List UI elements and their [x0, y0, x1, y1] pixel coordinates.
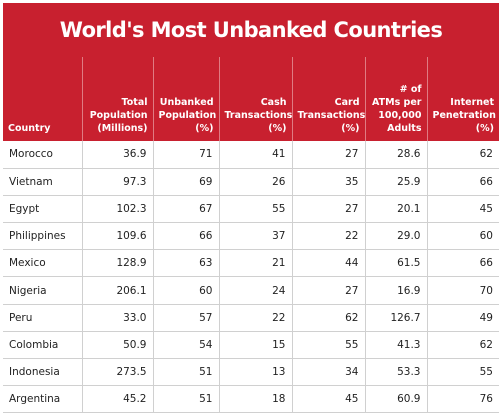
card-cell: 35	[292, 168, 366, 196]
card-cell: 27	[292, 141, 366, 169]
table-row: Argentina 45.2 51 18 45 60.9 76	[3, 385, 499, 414]
data-table: Country Total Population (Millions) Unba…	[3, 57, 499, 414]
country-cell: Vietnam	[3, 168, 83, 196]
atms-cell: 53.3	[365, 358, 428, 387]
unbanked-cell: 60	[153, 276, 220, 305]
internet-cell: 60	[427, 222, 499, 251]
total-population-cell: 97.3	[82, 168, 154, 196]
total-population-cell: 36.9	[82, 141, 154, 169]
cash-cell: 24	[219, 276, 293, 305]
cash-cell: 55	[219, 195, 293, 224]
cash-cell: 26	[219, 168, 293, 196]
table-row: Egypt 102.3 67 55 27 20.1 45	[3, 195, 499, 224]
col-header-country: Country	[3, 57, 83, 141]
country-cell: Peru	[3, 304, 83, 332]
col-header-unbanked-population: Unbanked Population (%)	[153, 57, 220, 141]
cash-cell: 21	[219, 249, 293, 278]
card-cell: 62	[292, 304, 366, 332]
cash-cell: 13	[219, 358, 293, 387]
cash-cell: 15	[219, 331, 293, 360]
internet-cell: 66	[427, 168, 499, 196]
col-header-card-transactions: Card Transactions (%)	[292, 57, 366, 141]
internet-cell: 76	[427, 385, 499, 414]
col-header-total-population: Total Population (Millions)	[82, 57, 154, 141]
card-cell: 45	[292, 385, 366, 414]
card-cell: 27	[292, 276, 366, 305]
unbanked-cell: 71	[153, 141, 220, 169]
table-row: Vietnam 97.3 69 26 35 25.9 66	[3, 168, 499, 196]
atms-cell: 61.5	[365, 249, 428, 278]
internet-cell: 70	[427, 276, 499, 305]
atms-cell: 20.1	[365, 195, 428, 224]
country-cell: Egypt	[3, 195, 83, 224]
internet-cell: 55	[427, 358, 499, 387]
table-row: Mexico 128.9 63 21 44 61.5 66	[3, 249, 499, 278]
unbanked-cell: 54	[153, 331, 220, 360]
col-header-cash-transactions: Cash Transactions (%)	[219, 57, 293, 141]
country-cell: Indonesia	[3, 358, 83, 387]
internet-cell: 49	[427, 304, 499, 332]
country-cell: Argentina	[3, 385, 83, 414]
cash-cell: 41	[219, 141, 293, 169]
table-body: Morocco 36.9 71 41 27 28.6 62 Vietnam 97.3 69 26 35…	[3, 141, 499, 414]
header-row: Country Total Population (Millions) Unba…	[3, 57, 499, 141]
total-population-cell: 50.9	[82, 331, 154, 360]
atms-cell: 60.9	[365, 385, 428, 414]
cash-cell: 37	[219, 222, 293, 251]
total-population-cell: 128.9	[82, 249, 154, 278]
col-header-atms: # of ATMs per 100,000 Adults	[365, 57, 428, 141]
country-cell: Nigeria	[3, 276, 83, 305]
country-cell: Colombia	[3, 331, 83, 360]
card-cell: 27	[292, 195, 366, 224]
table-row: Colombia 50.9 54 15 55 41.3 62	[3, 331, 499, 360]
total-population-cell: 206.1	[82, 276, 154, 305]
atms-cell: 25.9	[365, 168, 428, 196]
title-bar: World's Most Unbanked Countries	[3, 3, 499, 57]
col-header-internet-penetration: Internet Penetration (%)	[427, 57, 499, 141]
atms-cell: 41.3	[365, 331, 428, 360]
total-population-cell: 273.5	[82, 358, 154, 387]
country-cell: Mexico	[3, 249, 83, 278]
total-population-cell: 45.2	[82, 385, 154, 414]
table-row: Philippines 109.6 66 37 22 29.0 60	[3, 222, 499, 251]
internet-cell: 66	[427, 249, 499, 278]
total-population-cell: 109.6	[82, 222, 154, 251]
unbanked-cell: 69	[153, 168, 220, 196]
internet-cell: 62	[427, 141, 499, 169]
internet-cell: 62	[427, 331, 499, 360]
card-cell: 22	[292, 222, 366, 251]
chart-title: World's Most Unbanked Countries	[59, 18, 443, 42]
internet-cell: 45	[427, 195, 499, 224]
atms-cell: 28.6	[365, 141, 428, 169]
unbanked-cell: 63	[153, 249, 220, 278]
table-row: Morocco 36.9 71 41 27 28.6 62	[3, 141, 499, 169]
unbanked-cell: 66	[153, 222, 220, 251]
unbanked-cell: 67	[153, 195, 220, 224]
card-cell: 34	[292, 358, 366, 387]
unbanked-cell: 57	[153, 304, 220, 332]
atms-cell: 29.0	[365, 222, 428, 251]
total-population-cell: 33.0	[82, 304, 154, 332]
atms-cell: 126.7	[365, 304, 428, 332]
country-cell: Morocco	[3, 141, 83, 169]
unbanked-cell: 51	[153, 385, 220, 414]
cash-cell: 18	[219, 385, 293, 414]
total-population-cell: 102.3	[82, 195, 154, 224]
cash-cell: 22	[219, 304, 293, 332]
card-cell: 55	[292, 331, 366, 360]
country-cell: Philippines	[3, 222, 83, 251]
unbanked-cell: 51	[153, 358, 220, 387]
table-row: Peru 33.0 57 22 62 126.7 49	[3, 304, 499, 332]
card-cell: 44	[292, 249, 366, 278]
table-row: Nigeria 206.1 60 24 27 16.9 70	[3, 276, 499, 305]
atms-cell: 16.9	[365, 276, 428, 305]
table-row: Indonesia 273.5 51 13 34 53.3 55	[3, 358, 499, 387]
